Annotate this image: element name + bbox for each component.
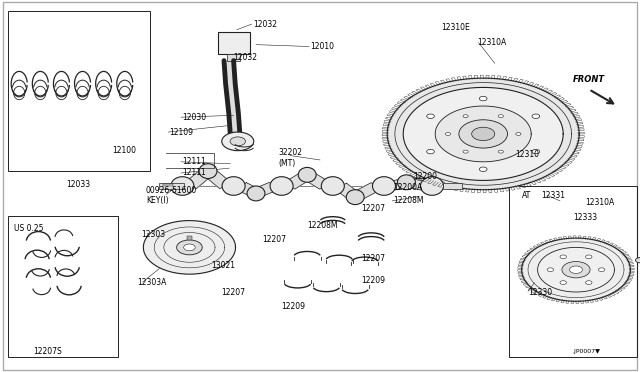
Polygon shape <box>435 106 531 162</box>
Bar <box>443 183 462 189</box>
Ellipse shape <box>298 167 316 182</box>
Text: 12033: 12033 <box>66 180 90 189</box>
Circle shape <box>560 281 566 285</box>
Ellipse shape <box>270 177 293 195</box>
Text: 12209: 12209 <box>282 302 306 311</box>
Bar <box>509 186 637 357</box>
Text: 12100: 12100 <box>112 146 136 155</box>
Polygon shape <box>202 169 232 189</box>
Circle shape <box>459 120 508 148</box>
Circle shape <box>463 150 468 153</box>
Circle shape <box>427 150 435 154</box>
Circle shape <box>532 114 540 118</box>
Polygon shape <box>350 183 381 201</box>
Text: 12310A: 12310A <box>477 38 506 47</box>
Circle shape <box>560 255 566 259</box>
Circle shape <box>586 281 592 285</box>
Text: 12200: 12200 <box>413 172 437 181</box>
Circle shape <box>570 266 582 273</box>
Text: 12303A: 12303A <box>138 278 167 287</box>
Bar <box>227 54 240 61</box>
Text: 12208M: 12208M <box>394 196 424 205</box>
Text: 12303: 12303 <box>141 230 165 239</box>
Circle shape <box>427 114 435 118</box>
Circle shape <box>516 132 521 135</box>
Text: 12209: 12209 <box>362 276 385 285</box>
Text: 12310: 12310 <box>515 150 540 159</box>
Circle shape <box>472 127 495 141</box>
Text: 32202
(MT): 32202 (MT) <box>278 148 302 168</box>
Text: 12200A: 12200A <box>394 183 423 192</box>
Circle shape <box>222 132 254 151</box>
Circle shape <box>479 96 487 101</box>
Text: 12310E: 12310E <box>442 23 470 32</box>
Text: 12330: 12330 <box>528 288 552 296</box>
Polygon shape <box>236 183 261 197</box>
Text: 12207S: 12207S <box>34 347 62 356</box>
Ellipse shape <box>372 177 396 195</box>
Text: 12111: 12111 <box>182 169 206 177</box>
Bar <box>163 184 173 186</box>
Circle shape <box>498 115 503 118</box>
Polygon shape <box>184 169 214 189</box>
Circle shape <box>184 244 195 251</box>
Circle shape <box>586 255 592 259</box>
Text: US 0.25: US 0.25 <box>14 224 44 233</box>
Text: AT: AT <box>522 191 531 200</box>
Polygon shape <box>143 221 236 274</box>
Polygon shape <box>284 172 313 189</box>
Ellipse shape <box>420 177 444 195</box>
Text: 12207: 12207 <box>362 254 385 263</box>
Text: 12207: 12207 <box>221 288 244 296</box>
Polygon shape <box>522 238 630 301</box>
Ellipse shape <box>171 177 194 195</box>
Ellipse shape <box>247 186 265 201</box>
Ellipse shape <box>199 164 217 179</box>
Bar <box>8 216 118 357</box>
Text: 12331: 12331 <box>541 191 564 200</box>
Text: 12208M: 12208M <box>307 221 338 230</box>
Polygon shape <box>388 178 410 190</box>
Polygon shape <box>334 183 362 200</box>
Polygon shape <box>252 182 278 197</box>
Circle shape <box>445 132 451 135</box>
Circle shape <box>636 257 640 263</box>
Text: 12207: 12207 <box>262 235 287 244</box>
Text: 12010: 12010 <box>310 42 334 51</box>
Polygon shape <box>387 78 579 190</box>
Text: 12032: 12032 <box>234 53 258 62</box>
Polygon shape <box>403 87 563 180</box>
Text: .JP0007▼: .JP0007▼ <box>573 349 601 354</box>
Ellipse shape <box>321 177 344 195</box>
Text: 12111: 12111 <box>182 157 206 166</box>
Text: 12109: 12109 <box>170 128 194 137</box>
Text: 12333: 12333 <box>573 213 597 222</box>
Text: 12030: 12030 <box>182 113 207 122</box>
Text: FRONT: FRONT <box>573 76 605 84</box>
Ellipse shape <box>346 190 364 205</box>
Circle shape <box>598 268 605 272</box>
Text: 12310A: 12310A <box>586 198 615 207</box>
Bar <box>159 183 184 189</box>
Circle shape <box>547 268 554 272</box>
Circle shape <box>177 240 202 255</box>
Circle shape <box>532 150 540 154</box>
Polygon shape <box>301 172 331 189</box>
Text: 00926-51600
KEY(I): 00926-51600 KEY(I) <box>146 186 197 205</box>
Circle shape <box>479 167 487 171</box>
Circle shape <box>230 137 246 146</box>
Circle shape <box>562 262 590 278</box>
Bar <box>187 236 192 240</box>
Text: 13021: 13021 <box>211 262 236 270</box>
Ellipse shape <box>222 177 245 195</box>
Ellipse shape <box>397 175 415 190</box>
Polygon shape <box>404 178 427 190</box>
Text: 12207: 12207 <box>362 204 385 213</box>
Text: 12032: 12032 <box>253 20 277 29</box>
Bar <box>218 32 250 54</box>
Circle shape <box>498 150 503 153</box>
Bar <box>8 11 150 171</box>
Circle shape <box>463 115 468 118</box>
Polygon shape <box>538 247 614 292</box>
